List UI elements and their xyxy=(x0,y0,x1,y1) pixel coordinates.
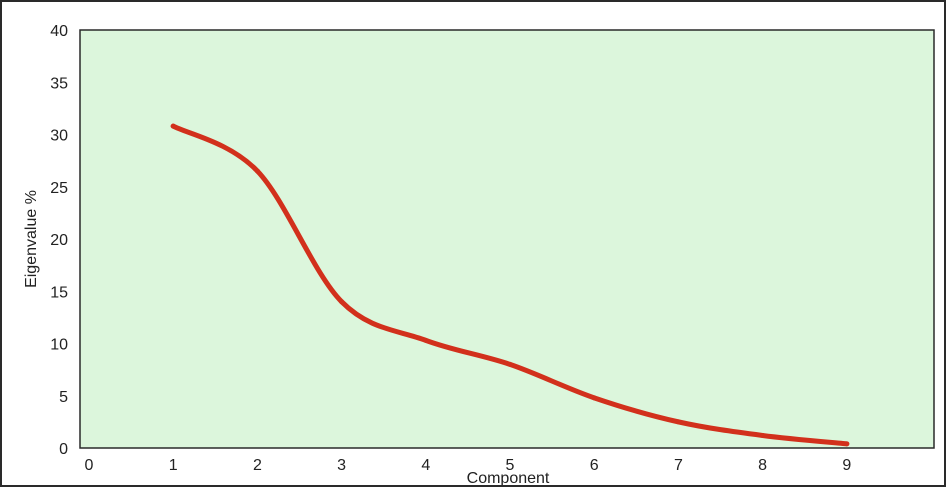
data-point xyxy=(675,419,681,425)
x-tick-label: 7 xyxy=(674,457,683,474)
y-tick-label: 0 xyxy=(59,441,68,458)
x-tick-label: 3 xyxy=(337,457,346,474)
y-tick-label: 30 xyxy=(50,128,68,145)
y-axis-title: Eigenvalue % xyxy=(23,190,40,288)
x-axis-ticks: 0 1 2 3 4 5 6 7 8 9 xyxy=(85,457,852,474)
data-point xyxy=(423,337,429,343)
data-point xyxy=(170,123,176,129)
y-axis-ticks: 0 5 10 15 20 25 30 35 40 xyxy=(50,23,68,458)
data-point xyxy=(844,441,850,447)
y-tick-label: 15 xyxy=(50,284,68,301)
x-tick-label: 2 xyxy=(253,457,262,474)
data-point xyxy=(591,395,597,401)
data-point xyxy=(254,168,260,174)
y-tick-label: 35 xyxy=(50,75,68,92)
x-tick-label: 1 xyxy=(169,457,178,474)
y-tick-label: 25 xyxy=(50,180,68,197)
y-tick-label: 10 xyxy=(50,337,68,354)
y-tick-label: 40 xyxy=(50,23,68,40)
eigenvalue-series-line xyxy=(170,123,850,447)
y-tick-label: 5 xyxy=(59,389,68,406)
data-point xyxy=(339,299,345,305)
data-point xyxy=(507,361,513,367)
x-tick-label: 0 xyxy=(85,457,94,474)
x-tick-label: 8 xyxy=(758,457,767,474)
x-tick-label: 5 xyxy=(506,457,515,474)
data-points xyxy=(170,123,850,447)
x-tick-label: 9 xyxy=(842,457,851,474)
x-tick-label: 4 xyxy=(421,457,430,474)
x-tick-label: 6 xyxy=(590,457,599,474)
x-axis-title: Component xyxy=(467,470,550,485)
data-point xyxy=(760,432,766,438)
plot-area xyxy=(79,29,935,449)
y-tick-label: 20 xyxy=(50,232,68,249)
